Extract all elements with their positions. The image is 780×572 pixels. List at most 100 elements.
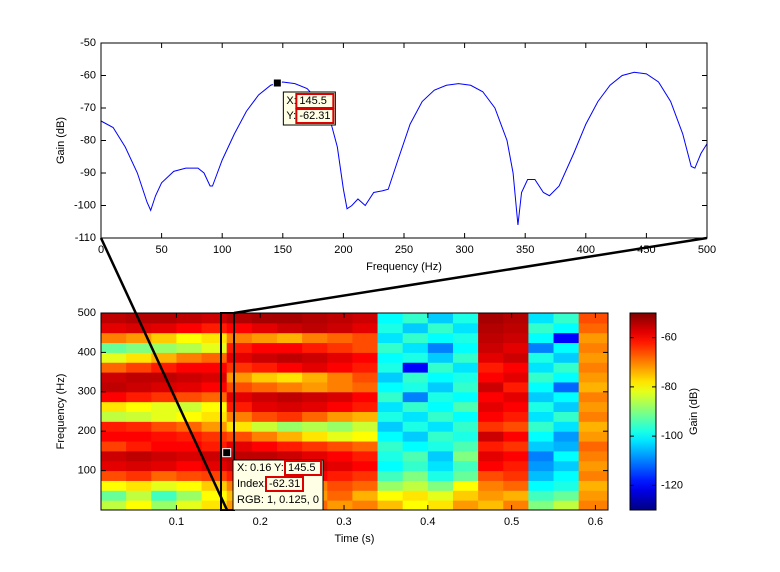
heatmap-cell [176,470,203,481]
heatmap-cell [151,411,177,422]
heatmap-cell [327,342,353,353]
datatip-prefix: Y: [286,110,296,122]
heatmap-cell [578,490,609,501]
heatmap-cell [578,450,609,462]
y-tick-label: 500 [78,307,96,319]
heatmap-cell [377,500,404,511]
heatmap-cell [402,421,429,432]
heatmap-cell [553,411,580,422]
heatmap-cell [226,411,253,422]
heatmap-cell [352,332,379,344]
colorbar-tick-label: -60 [661,332,677,344]
heatmap-cell [251,372,278,383]
heatmap-cell [478,480,504,491]
x-tick-label: 0.1 [169,516,184,528]
heatmap-cell [276,431,303,442]
heatmap-cell [528,362,555,373]
heatmap-cell [151,372,177,383]
heatmap-cell [176,381,203,393]
heatmap-cell [478,470,504,481]
heatmap-cell [176,332,203,344]
heatmap-cell [276,401,303,412]
heatmap-cell [226,322,253,334]
heatmap-cell [427,332,454,344]
heatmap-cell [201,421,228,432]
heatmap-cell [427,322,454,334]
line-series [100,71,708,226]
heatmap-cell [503,500,529,511]
heatmap-cell [276,372,303,383]
heatmap-cell [578,391,609,403]
heatmap-cell [528,480,555,491]
heatmap-cell [176,313,203,324]
heatmap-cell [276,450,303,462]
heatmap-cell [452,441,479,452]
heatmap-cell [276,313,303,324]
y-tick-label: -100 [74,199,96,211]
heatmap-cell [352,411,379,422]
heatmap-cell [478,490,504,501]
heatmap-cell [176,352,203,363]
heatmap-cell [503,480,529,491]
colorbar-tick-label: -120 [661,479,683,491]
colorbar-label: Gain (dB) [688,388,700,435]
y-tick-label: 100 [78,465,96,477]
heatmap-cell [176,441,203,452]
heatmap-cell [226,450,253,462]
heatmap-cell [427,500,454,511]
heatmap-cell [276,441,303,452]
heatmap-cell [151,391,177,403]
heatmap-cell [578,362,609,373]
heatmap-cell [251,421,278,432]
heatmap-cell [302,372,328,383]
x-tick-label: 400 [577,244,595,256]
heatmap-cell [452,431,479,442]
heatmap-cell [327,332,353,344]
heatmap-cell [327,460,353,472]
heatmap-cell [327,411,353,422]
heatmap-cell [427,381,454,393]
heatmap-cell [101,460,127,472]
heatmap-cell [578,421,609,432]
heatmap-cell [377,431,404,442]
heatmap-cell [176,391,203,403]
y-tick-label: -80 [80,134,96,146]
datatip-prefix: X: [237,462,247,474]
heatmap-cell [201,401,228,412]
x-axis-label: Frequency (Hz) [366,261,442,273]
heatmap-cell [503,490,529,501]
heatmap-cell [151,441,177,452]
heatmap-cell [452,500,479,511]
heatmap-cell [553,431,580,442]
heatmap-cell [101,421,127,432]
heatmap-cell [251,450,278,462]
heatmap-cell [151,431,177,442]
heatmap-cell [251,362,278,373]
heatmap-cell [402,391,429,403]
datatip-prefix: Index: [237,478,267,490]
x-tick-label: 50 [155,244,167,256]
heatmap-cell [151,381,177,393]
heatmap-cell [251,342,278,353]
heatmap-cell [251,411,278,422]
heatmap-cell [126,401,152,412]
heatmap-cell [528,313,555,324]
heatmap-cell [503,391,529,403]
heatmap-cell [452,313,479,324]
heatmap-cell [151,352,177,363]
x-tick-label: 300 [455,244,473,256]
heatmap-cell [276,362,303,373]
heatmap-cell [126,372,152,383]
heatmap-cell [101,490,127,501]
heatmap-cell [503,362,529,373]
heatmap-cell [478,431,504,442]
heatmap-cell [553,381,580,393]
heatmap-cell [528,381,555,393]
heatmap-cell [478,313,504,324]
heatmap-cell [452,352,479,363]
heatmap-cell [528,441,555,452]
heatmap-cell [402,431,429,442]
heatmap-cell [101,441,127,452]
heatmap-cell [427,313,454,324]
heatmap-cell [402,460,429,472]
